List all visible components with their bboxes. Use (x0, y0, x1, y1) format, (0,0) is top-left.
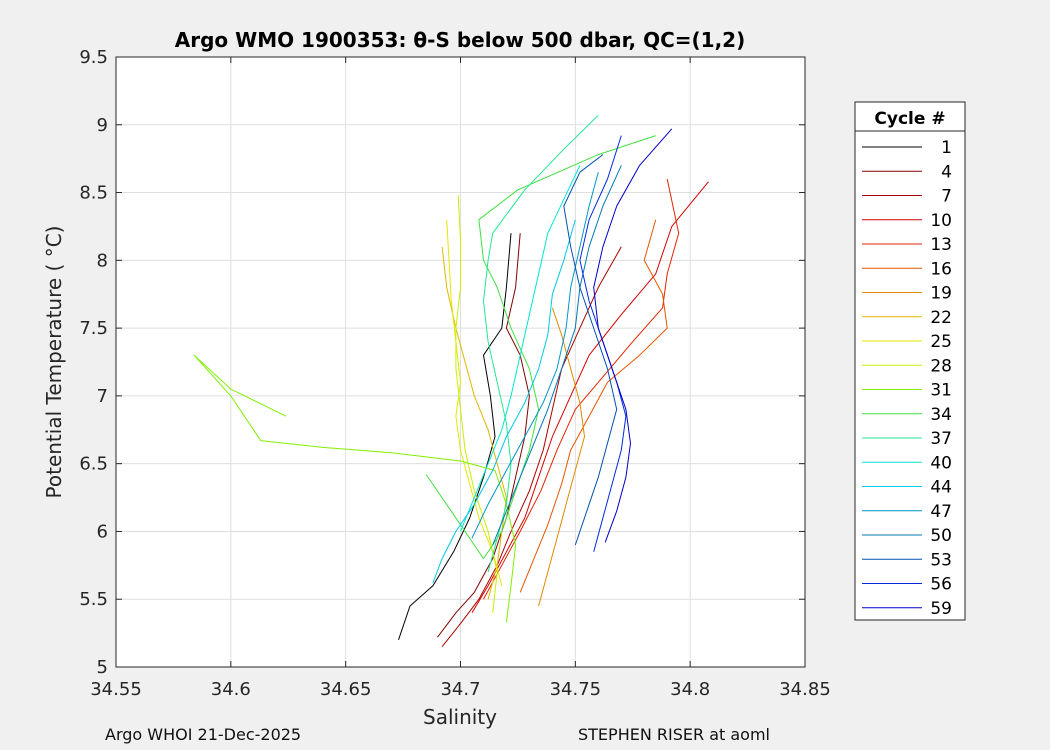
series-line-cycle-37 (483, 114, 599, 573)
series-line-cycle-16 (519, 219, 668, 593)
legend-label-cycle-47: 47 (930, 502, 952, 522)
legend-label-cycle-1: 1 (941, 138, 952, 158)
x-tick-label: 34.8 (670, 679, 710, 700)
legend: Cycle # 14710131619222528313437404447505… (854, 101, 966, 621)
legend-label-cycle-50: 50 (930, 526, 952, 546)
legend-label-cycle-34: 34 (930, 405, 952, 425)
series-layer (193, 114, 709, 648)
legend-label-cycle-25: 25 (930, 332, 952, 352)
legend-label-cycle-37: 37 (930, 429, 952, 449)
legend-label-cycle-19: 19 (930, 284, 952, 304)
x-axis-label: Salinity (423, 705, 497, 729)
y-tick-label: 6.5 (79, 454, 108, 475)
footer-left: Argo WHOI 21-Dec-2025 (105, 725, 302, 744)
series-line-cycle-59 (593, 128, 673, 543)
x-tick-label: 34.55 (90, 679, 142, 700)
chart-title: Argo WMO 1900353: θ-S below 500 dbar, QC… (175, 28, 745, 52)
legend-label-cycle-16: 16 (930, 259, 952, 279)
y-axis-label: Potential Temperature ( °C) (42, 226, 66, 499)
series-line-cycle-4 (437, 233, 530, 638)
y-tick-labels: 5 5.5 6 6.5 7 7.5 8 8.5 9 9.5 (79, 47, 108, 678)
y-tick-label: 5.5 (79, 589, 108, 610)
y-tick-label: 6 (97, 521, 108, 542)
legend-label-cycle-22: 22 (930, 308, 952, 328)
x-tick-label: 34.65 (320, 679, 372, 700)
series-line-cycle-40 (460, 165, 581, 532)
series-line-cycle-25 (446, 219, 503, 586)
y-tick-label: 8.5 (79, 183, 108, 204)
y-tick-label: 9 (97, 115, 108, 136)
series-line-cycle-47 (471, 172, 599, 539)
legend-label-cycle-28: 28 (930, 356, 952, 376)
series-line-cycle-1 (398, 233, 512, 641)
legend-label-cycle-7: 7 (941, 187, 952, 207)
legend-title: Cycle # (874, 109, 945, 129)
legend-label-cycle-59: 59 (930, 599, 952, 619)
x-tick-labels: 34.55 34.6 34.65 34.7 34.75 34.8 34.85 (90, 679, 831, 700)
y-tick-label: 5 (97, 657, 108, 678)
series-line-cycle-53 (563, 154, 618, 546)
legend-label-cycle-56: 56 (930, 575, 952, 595)
x-tick-label: 34.75 (550, 679, 602, 700)
series-line-cycle-31 (193, 354, 517, 623)
y-tick-label: 8 (97, 250, 108, 271)
series-line-cycle-50 (492, 165, 622, 546)
y-tick-label: 7.5 (79, 318, 108, 339)
series-line-cycle-7 (441, 246, 622, 648)
x-tick-label: 34.85 (779, 679, 831, 700)
legend-box (854, 101, 966, 621)
legend-label-cycle-13: 13 (930, 235, 952, 255)
series-line-cycle-44 (432, 219, 576, 584)
y-tick-label: 9.5 (79, 47, 108, 68)
series-line-cycle-10 (471, 181, 709, 614)
legend-label-cycle-44: 44 (930, 478, 952, 498)
series-line-cycle-13 (483, 178, 680, 600)
tick-marks (115, 56, 806, 668)
legend-label-cycle-31: 31 (930, 381, 952, 401)
legend-label-cycle-4: 4 (941, 162, 952, 182)
series-line-cycle-19 (538, 307, 585, 607)
y-tick-label: 7 (97, 386, 108, 407)
legend-label-cycle-53: 53 (930, 550, 952, 570)
x-tick-label: 34.7 (440, 679, 480, 700)
series-line-cycle-34 (425, 135, 656, 560)
legend-label-cycle-40: 40 (930, 453, 952, 473)
x-tick-label: 34.6 (211, 679, 251, 700)
series-line-cycle-28 (455, 195, 498, 613)
footer-right: STEPHEN RISER at aoml (578, 725, 770, 744)
legend-label-cycle-10: 10 (930, 211, 952, 231)
